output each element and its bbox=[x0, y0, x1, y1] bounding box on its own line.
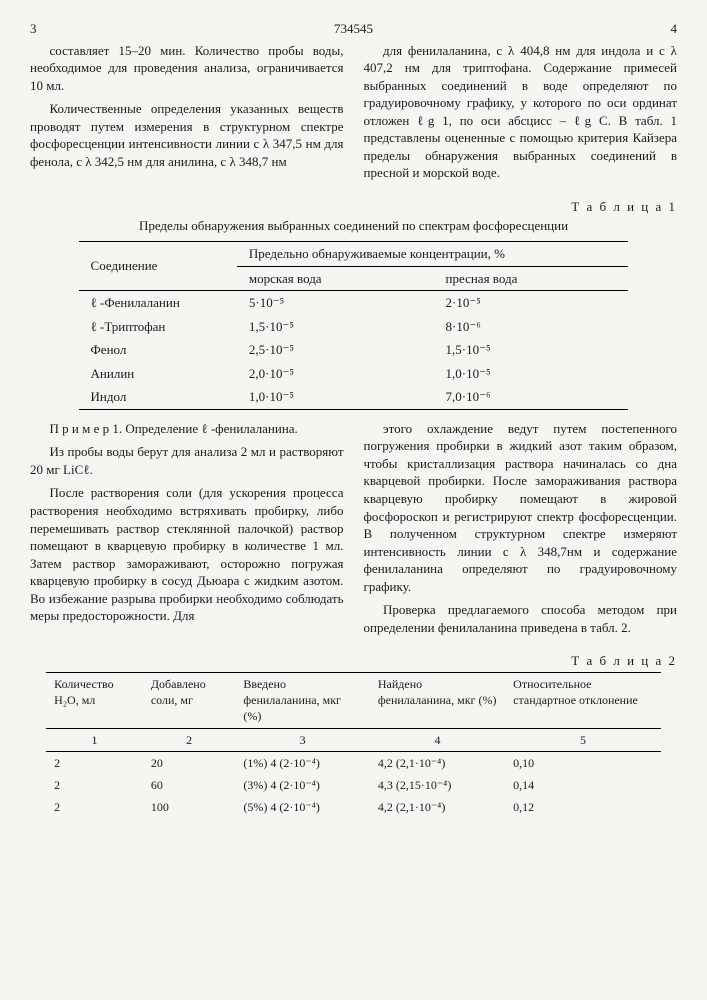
table2: Количество H₂O, мл Добавлено соли, мг Вв… bbox=[46, 672, 661, 818]
cell: 4,3 (2,15·10⁻⁴) bbox=[370, 774, 505, 796]
cell-sea: 1,0·10⁻⁵ bbox=[237, 385, 434, 409]
col-num: 3 bbox=[235, 728, 370, 751]
th-fresh: пресная вода bbox=[434, 266, 629, 291]
num-row: 12345 bbox=[46, 728, 661, 751]
top-columns: составляет 15–20 мин. Количество пробы в… bbox=[30, 42, 677, 188]
para: этого охлаждение ведут путем постепенног… bbox=[364, 420, 678, 595]
cell-fresh: 2·10⁻⁵ bbox=[434, 291, 629, 315]
para: для фенилаланина, с λ 404,8 нм для индол… bbox=[364, 42, 678, 182]
cell-sea: 5·10⁻⁵ bbox=[237, 291, 434, 315]
cell: 20 bbox=[143, 751, 236, 774]
th: Количество H₂O, мл bbox=[46, 672, 143, 728]
table2-body: 220(1%) 4 (2·10⁻⁴)4,2 (2,1·10⁻⁴)0,10 260(… bbox=[46, 751, 661, 818]
table1-caption: Т а б л и ц а 1 bbox=[30, 198, 677, 216]
col-num: 5 bbox=[505, 728, 661, 751]
table1-body: ℓ -Фенилаланин5·10⁻⁵2·10⁻⁵ℓ -Триптофан1,… bbox=[79, 291, 629, 410]
right-column-2: этого охлаждение ведут путем постепенног… bbox=[364, 420, 678, 643]
th-limits: Предельно обнаруживаемые концентрации, % bbox=[237, 242, 629, 267]
cell-sea: 1,5·10⁻⁵ bbox=[237, 315, 434, 339]
cell: 4,2 (2,1·10⁻⁴) bbox=[370, 796, 505, 818]
para: составляет 15–20 мин. Количество пробы в… bbox=[30, 42, 344, 95]
doc-number: 734545 bbox=[334, 20, 373, 38]
para: Проверка предлагаемого способа методом п… bbox=[364, 601, 678, 636]
para: После растворения соли (для ускорения пр… bbox=[30, 484, 344, 624]
table1-subcaption: Пределы обнаружения выбранных соединений… bbox=[30, 217, 677, 235]
cell: (5%) 4 (2·10⁻⁴) bbox=[235, 796, 370, 818]
cell: 2 bbox=[46, 796, 143, 818]
th: Введено фенилаланина, мкг (%) bbox=[235, 672, 370, 728]
cell-fresh: 8·10⁻⁶ bbox=[434, 315, 629, 339]
header-row: 3 734545 4 bbox=[30, 20, 677, 38]
col-num: 4 bbox=[370, 728, 505, 751]
cell: 2 bbox=[46, 774, 143, 796]
cell: (3%) 4 (2·10⁻⁴) bbox=[235, 774, 370, 796]
mid-columns: П р и м е р 1. Определение ℓ -фенилалани… bbox=[30, 420, 677, 643]
col-num: 2 bbox=[143, 728, 236, 751]
th-sea: морская вода bbox=[237, 266, 434, 291]
cell: 4,2 (2,1·10⁻⁴) bbox=[370, 751, 505, 774]
para: П р и м е р 1. Определение ℓ -фенилалани… bbox=[30, 420, 344, 438]
th-compound: Соединение bbox=[79, 242, 237, 291]
page-left: 3 bbox=[30, 20, 37, 38]
page-right: 4 bbox=[671, 20, 678, 38]
left-column: составляет 15–20 мин. Количество пробы в… bbox=[30, 42, 344, 188]
para: Из пробы воды берут для анализа 2 мл и р… bbox=[30, 443, 344, 478]
cell-fresh: 7,0·10⁻⁶ bbox=[434, 385, 629, 409]
cell: 60 bbox=[143, 774, 236, 796]
cell-fresh: 1,0·10⁻⁵ bbox=[434, 362, 629, 386]
cell-name: Индол bbox=[79, 385, 237, 409]
th: Найдено фенилаланина, мкг (%) bbox=[370, 672, 505, 728]
col-num: 1 bbox=[46, 728, 143, 751]
cell-name: Анилин bbox=[79, 362, 237, 386]
cell: 0,12 bbox=[505, 796, 661, 818]
cell: 0,14 bbox=[505, 774, 661, 796]
th: Добавлено соли, мг bbox=[143, 672, 236, 728]
cell-name: Фенол bbox=[79, 338, 237, 362]
cell: 0,10 bbox=[505, 751, 661, 774]
cell-name: ℓ -Триптофан bbox=[79, 315, 237, 339]
left-column-2: П р и м е р 1. Определение ℓ -фенилалани… bbox=[30, 420, 344, 643]
cell-fresh: 1,5·10⁻⁵ bbox=[434, 338, 629, 362]
cell-sea: 2,5·10⁻⁵ bbox=[237, 338, 434, 362]
th: Относительное стандартное отклонение bbox=[505, 672, 661, 728]
table1: Соединение Предельно обнаруживаемые конц… bbox=[79, 241, 629, 410]
cell-sea: 2,0·10⁻⁵ bbox=[237, 362, 434, 386]
para: Количественные определения указанных вещ… bbox=[30, 100, 344, 170]
cell: 2 bbox=[46, 751, 143, 774]
right-column: для фенилаланина, с λ 404,8 нм для индол… bbox=[364, 42, 678, 188]
cell: (1%) 4 (2·10⁻⁴) bbox=[235, 751, 370, 774]
cell-name: ℓ -Фенилаланин bbox=[79, 291, 237, 315]
table2-caption: Т а б л и ц а 2 bbox=[30, 652, 677, 670]
cell: 100 bbox=[143, 796, 236, 818]
